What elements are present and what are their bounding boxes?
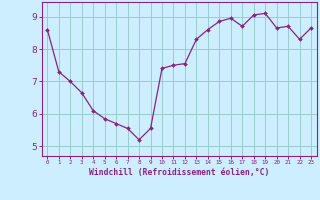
X-axis label: Windchill (Refroidissement éolien,°C): Windchill (Refroidissement éolien,°C) [89,168,269,177]
